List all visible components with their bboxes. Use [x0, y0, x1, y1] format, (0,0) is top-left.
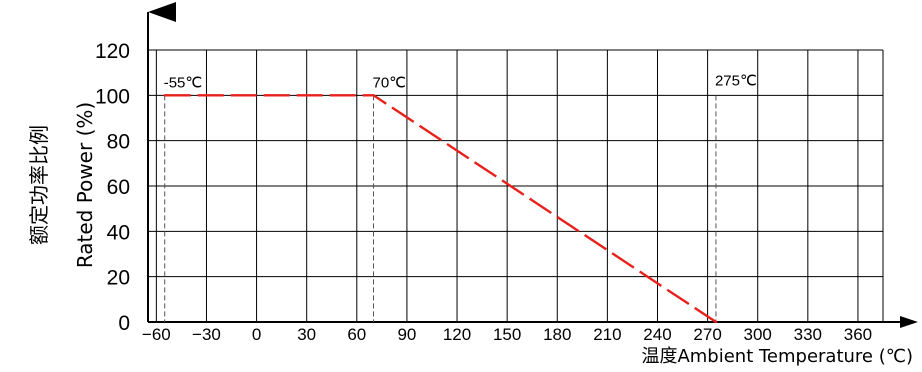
curve-point [164, 94, 166, 96]
y-tick-label: 40 [107, 221, 130, 244]
x-axis-label: 温度Ambient Temperature (℃) [641, 346, 913, 367]
x-tick-label: 300 [744, 325, 772, 344]
y-axis-label: Rated Power (%) [73, 102, 97, 268]
annotation-label: 275℃ [715, 72, 757, 89]
x-tick-label: 0 [252, 325, 261, 344]
x-tick-label: 60 [347, 325, 366, 344]
x-tick-label: 240 [643, 325, 671, 344]
axes [148, 12, 918, 328]
curve-point [372, 94, 374, 96]
x-tick-label: 30 [297, 325, 316, 344]
x-tick-label: −30 [192, 325, 221, 344]
y-axis-label-cn: 额定功率比例 [27, 125, 51, 245]
x-axis-arrow [900, 316, 918, 328]
x-tick-label: 150 [493, 325, 521, 344]
series-layer [164, 94, 718, 323]
x-tick-label: 180 [543, 325, 571, 344]
x-tick-label: 210 [593, 325, 621, 344]
reference-lines [165, 95, 716, 322]
y-tick-label: 120 [95, 40, 130, 63]
grid [148, 50, 883, 322]
curve-point [715, 321, 717, 323]
x-tick-label: 270 [693, 325, 721, 344]
derating-curve [165, 95, 716, 322]
x-tick-label: 90 [397, 325, 416, 344]
y-tick-label: 80 [107, 131, 130, 154]
annotation-label: 70℃ [373, 74, 407, 91]
x-tick-label: 360 [844, 325, 872, 344]
annotation-label: -55℃ [164, 74, 203, 91]
x-tick-label: 330 [794, 325, 822, 344]
y-tick-label: 0 [118, 312, 130, 335]
x-tick-label: −60 [142, 325, 171, 344]
annotations: -55℃ 70℃ 275℃ [164, 72, 757, 91]
y-tick-label: 100 [95, 85, 130, 108]
x-tick-label: 120 [443, 325, 471, 344]
y-tick-label: 60 [107, 176, 130, 199]
y-tick-label: 20 [107, 267, 130, 290]
